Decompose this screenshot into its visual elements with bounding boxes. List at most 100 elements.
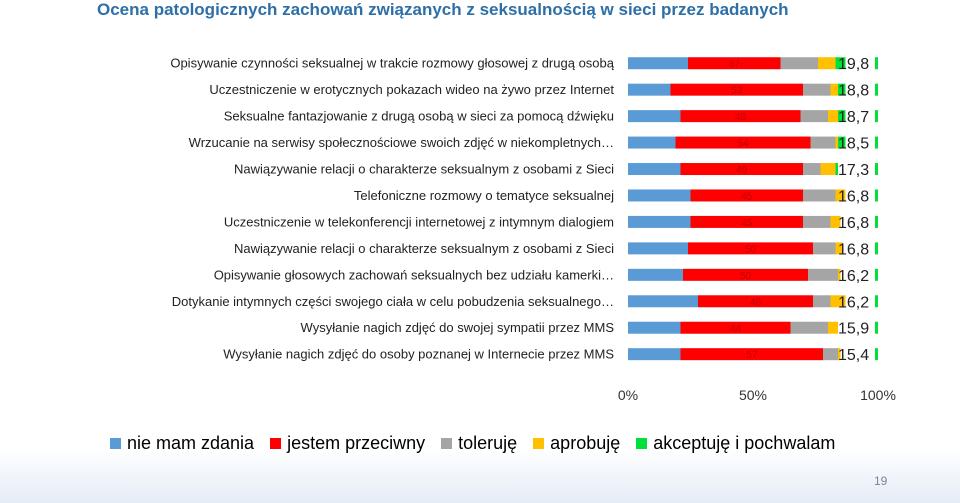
bar-segment xyxy=(628,189,691,202)
total-marker xyxy=(875,321,878,334)
bar-segment xyxy=(818,57,836,70)
chart-title: Ocena patologicznych zachowań związanych… xyxy=(97,0,789,19)
category-label: Telefoniczne rozmowy o tematyce seksualn… xyxy=(354,188,614,203)
category-label: Opisywanie czynności seksualnej w trakci… xyxy=(170,56,614,71)
total-value: 18,8 xyxy=(838,83,869,100)
bar-segment xyxy=(688,57,781,70)
legend-label: toleruję xyxy=(458,432,518,453)
bar-segment xyxy=(838,110,846,123)
category-label: Wrzucanie na serwisy społecznościowe swo… xyxy=(189,135,614,150)
bar-segment xyxy=(803,189,836,202)
category-label: Uczestniczenie w telekonferencji interne… xyxy=(224,214,614,229)
bar-segment xyxy=(803,215,831,228)
legend-item: akceptuję i pochwalam xyxy=(636,433,835,454)
bar-segment xyxy=(828,321,838,334)
category-label: Nawiązywanie relacji o charakterze seksu… xyxy=(234,241,614,256)
category-label: Wysyłanie nagich zdjęć do swojej sympati… xyxy=(301,320,615,335)
bar-segment xyxy=(835,242,843,255)
bar-segment xyxy=(820,163,836,176)
footer-background xyxy=(0,448,960,503)
category-label: Uczestniczenie w erotycznych pokazach wi… xyxy=(209,82,614,97)
total-marker xyxy=(875,189,878,202)
legend-swatch xyxy=(270,437,282,449)
total-marker xyxy=(875,242,878,255)
legend-label: jestem przeciwny xyxy=(287,432,426,453)
legend-swatch xyxy=(636,437,648,449)
bar-segment xyxy=(830,215,841,228)
x-tick-label: 0% xyxy=(618,387,638,403)
data-label: 37 xyxy=(729,59,741,70)
total-marker xyxy=(875,295,878,308)
bar-segment xyxy=(628,215,691,228)
total-marker xyxy=(875,348,878,361)
bar-segment xyxy=(835,57,846,70)
bar-segment xyxy=(688,242,813,255)
bar-segment xyxy=(830,295,846,308)
category-label: Nawiązywanie relacji o charakterze seksu… xyxy=(234,162,614,177)
total-marker xyxy=(875,136,878,149)
data-label: 53 xyxy=(731,86,743,97)
total-marker xyxy=(875,268,878,281)
chart-legend: nie mam zdania jestem przeciwny toleruję ap… xyxy=(110,430,851,456)
total-marker xyxy=(875,215,878,228)
data-label: 46 xyxy=(750,297,762,308)
bar-segment xyxy=(835,163,838,176)
bar-segment xyxy=(813,242,836,255)
bar-segment xyxy=(835,189,846,202)
total-marker xyxy=(875,163,878,176)
bar-segment xyxy=(680,163,803,176)
data-label: 44 xyxy=(730,324,742,335)
x-tick-label: 50% xyxy=(739,387,767,403)
total-value: 19,8 xyxy=(838,56,869,73)
bar-segment xyxy=(780,57,818,70)
total-value: 16,8 xyxy=(838,241,869,258)
total-value: 15,9 xyxy=(838,321,869,338)
bar-segment xyxy=(690,215,803,228)
page-number: 19 xyxy=(874,474,888,488)
bar-segment xyxy=(810,136,836,149)
bar-segment xyxy=(823,348,838,361)
category-label: Opisywanie głosowych zachowań seksualnyc… xyxy=(214,267,614,282)
bar-segment xyxy=(838,136,846,149)
legend-swatch xyxy=(533,437,545,449)
bar-segment xyxy=(628,295,698,308)
total-value: 16,8 xyxy=(838,188,869,205)
category-label: Wysyłanie nagich zdjęć do osoby poznanej… xyxy=(223,347,614,362)
bar-segment xyxy=(698,295,813,308)
legend-item: toleruję xyxy=(441,433,517,454)
data-label: 49 xyxy=(736,165,748,176)
total-value: 18,5 xyxy=(838,136,869,153)
bar-segment xyxy=(628,242,688,255)
bar-segment xyxy=(680,110,801,123)
total-marker xyxy=(875,57,878,70)
bar-segment xyxy=(813,295,831,308)
legend-swatch xyxy=(110,437,121,449)
data-label: 54 xyxy=(737,139,749,150)
total-value: 16,2 xyxy=(838,268,869,285)
total-value: 18,7 xyxy=(838,109,869,126)
total-value: 16,8 xyxy=(838,215,869,232)
legend-label: nie mam zdania xyxy=(127,432,255,453)
bar-segment xyxy=(838,83,846,96)
bar-segment xyxy=(808,268,838,281)
bar-segment xyxy=(680,348,823,361)
category-label: Seksualne fantazjowanie z drugą osobą w … xyxy=(224,109,614,124)
total-value: 16,2 xyxy=(838,294,869,311)
legend-item: jestem przeciwny xyxy=(270,433,425,454)
legend-swatch xyxy=(441,437,453,449)
legend-label: akceptuję i pochwalam xyxy=(653,432,836,453)
bar-segment xyxy=(683,268,808,281)
bar-segment xyxy=(628,163,681,176)
x-tick-label: 100% xyxy=(860,387,896,403)
bar-segment xyxy=(675,136,811,149)
legend-item: aprobuję xyxy=(533,433,620,454)
bar-segment xyxy=(838,268,841,281)
bar-segment xyxy=(828,110,838,123)
bar-segment xyxy=(680,321,791,334)
bar-segment xyxy=(803,83,831,96)
bar-segment xyxy=(628,83,671,96)
bar-segment xyxy=(628,348,681,361)
total-value: 15,4 xyxy=(838,347,869,364)
data-label: 45 xyxy=(741,218,753,229)
bar-segment xyxy=(628,321,681,334)
